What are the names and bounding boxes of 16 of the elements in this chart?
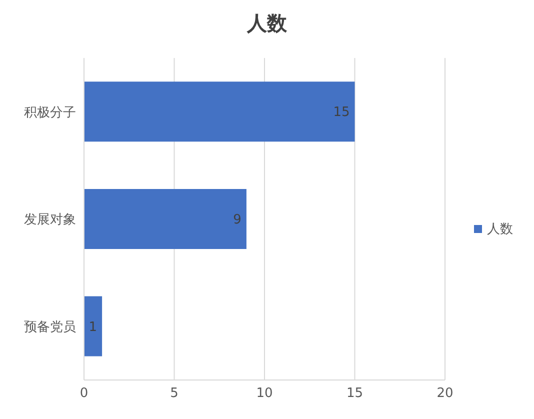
x-tick-label: 0 <box>80 386 88 402</box>
data-label: 15 <box>333 105 350 120</box>
chart-title: 人数 <box>246 10 288 37</box>
y-tick-label: 积极分子 <box>24 105 76 120</box>
data-label: 9 <box>233 212 242 228</box>
x-tick-label: 10 <box>256 386 273 402</box>
data-label: 1 <box>88 320 98 335</box>
legend-label: 人数 <box>487 221 513 238</box>
x-tick-label: 15 <box>346 386 364 402</box>
x-tick-label: 20 <box>436 386 454 402</box>
bar <box>84 82 355 142</box>
x-tick-label: 5 <box>170 386 178 402</box>
bar <box>84 296 102 356</box>
y-tick-label: 发展对象 <box>24 212 76 228</box>
bar <box>84 188 246 249</box>
y-tick-label: 预备党员 <box>24 320 76 335</box>
